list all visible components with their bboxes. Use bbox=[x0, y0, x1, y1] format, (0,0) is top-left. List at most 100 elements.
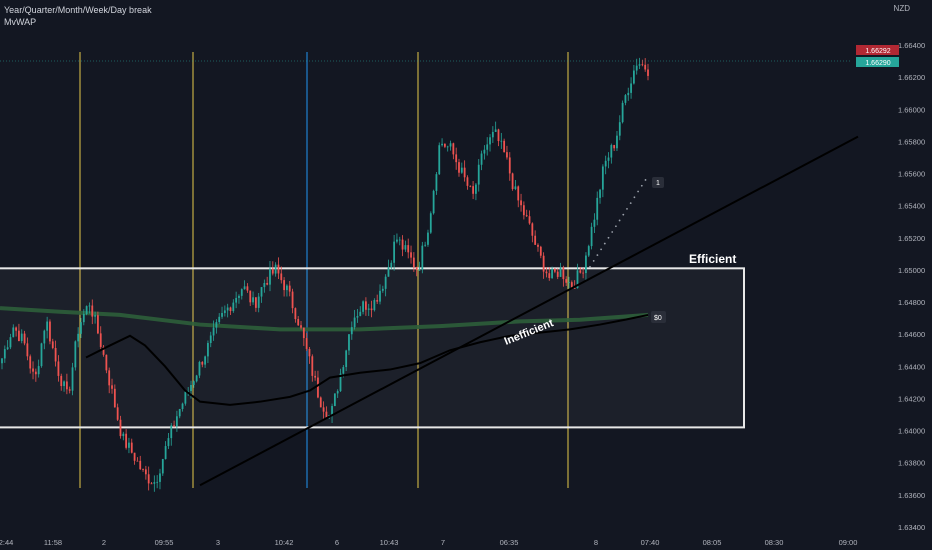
x-tick-label: 09:00 bbox=[839, 538, 858, 547]
candle-body bbox=[288, 285, 291, 292]
candle-body bbox=[108, 370, 111, 386]
candle-body bbox=[424, 244, 427, 246]
x-tick-label: 11:58 bbox=[44, 538, 62, 547]
candle-body bbox=[80, 322, 82, 334]
candle-body bbox=[198, 361, 201, 376]
candle-body bbox=[308, 348, 311, 357]
candle-body bbox=[139, 460, 142, 470]
candle-body bbox=[644, 64, 647, 70]
projection-dot bbox=[607, 236, 610, 239]
candle-body bbox=[260, 287, 263, 297]
candle-body bbox=[212, 327, 215, 336]
candle-body bbox=[345, 350, 348, 368]
candle-body bbox=[257, 296, 260, 308]
candle-body bbox=[616, 135, 618, 149]
candle-body bbox=[20, 333, 23, 342]
candle-body bbox=[43, 330, 46, 344]
candle-body bbox=[280, 273, 283, 281]
candle-body bbox=[627, 92, 630, 96]
candles bbox=[1, 57, 649, 492]
y-tick-label: 1.64000 bbox=[898, 427, 925, 436]
candle-body bbox=[579, 270, 582, 273]
candle-body bbox=[410, 252, 412, 258]
candle-body bbox=[418, 269, 421, 271]
candle-body bbox=[161, 459, 164, 474]
candle-body bbox=[635, 65, 638, 71]
legend-mvwap[interactable]: MvWAP bbox=[4, 17, 37, 27]
candle-body bbox=[164, 446, 167, 460]
candle-body bbox=[144, 469, 147, 475]
candle-body bbox=[317, 377, 319, 398]
candle-body bbox=[82, 314, 85, 323]
candle-body bbox=[207, 343, 209, 357]
candle-body bbox=[601, 166, 604, 190]
candle-body bbox=[370, 308, 373, 311]
currency-label: NZD bbox=[893, 4, 910, 13]
candle-body bbox=[390, 262, 393, 268]
candle-body bbox=[201, 361, 204, 365]
candle-body bbox=[119, 419, 122, 437]
candle-body bbox=[195, 375, 198, 382]
candle-body bbox=[29, 356, 32, 369]
candle-body bbox=[446, 146, 449, 148]
candle-body bbox=[65, 381, 68, 390]
candle-body bbox=[647, 69, 649, 76]
candle-body bbox=[618, 122, 621, 136]
legend-breaks[interactable]: Year/Quarter/Month/Week/Day break bbox=[4, 5, 152, 15]
time-axis: 2:44 11:58 2 09:55 3 10:42 6 10:43 7 06:35 8 07:40 0… bbox=[0, 538, 857, 547]
candle-body bbox=[150, 483, 153, 485]
candle-body bbox=[147, 474, 150, 484]
candle-body bbox=[350, 327, 353, 335]
candle-body bbox=[441, 143, 443, 146]
candle-body bbox=[559, 267, 562, 277]
y-tick-label: 1.65200 bbox=[898, 234, 925, 243]
tag-s0: $0 bbox=[651, 311, 666, 323]
candle-body bbox=[376, 300, 379, 302]
candle-body bbox=[322, 407, 325, 412]
x-tick-label: 2 bbox=[102, 538, 106, 547]
projection-dot bbox=[592, 260, 595, 262]
candle-body bbox=[9, 337, 12, 348]
candle-body bbox=[291, 291, 294, 309]
candle-body bbox=[286, 285, 288, 291]
candle-body bbox=[367, 308, 370, 310]
candle-body bbox=[582, 272, 585, 274]
candle-body bbox=[305, 338, 308, 349]
candle-body bbox=[477, 164, 480, 185]
candle-body bbox=[15, 327, 18, 331]
candle-body bbox=[506, 152, 508, 158]
candle-body bbox=[412, 257, 415, 268]
y-tick-label: 1.65600 bbox=[898, 170, 925, 179]
y-tick-label: 1.65800 bbox=[898, 137, 925, 146]
candle-body bbox=[331, 406, 333, 416]
candle-body bbox=[508, 157, 511, 174]
candle-body bbox=[379, 290, 381, 302]
candle-body bbox=[229, 307, 232, 312]
candle-body bbox=[252, 297, 254, 303]
candle-body bbox=[401, 239, 404, 250]
x-tick-label: 8 bbox=[594, 538, 598, 547]
candle-body bbox=[223, 310, 226, 314]
candle-body bbox=[393, 241, 396, 263]
candle-body bbox=[12, 327, 15, 338]
candle-body bbox=[472, 186, 475, 194]
tag-s0-text: $0 bbox=[654, 315, 662, 322]
candle-body bbox=[175, 416, 178, 427]
candle-body bbox=[221, 313, 223, 317]
y-tick-label: 1.63600 bbox=[898, 491, 925, 500]
candle-body bbox=[359, 311, 362, 317]
candle-body bbox=[3, 349, 6, 359]
candle-body bbox=[274, 264, 277, 274]
candle-body bbox=[460, 167, 463, 173]
candle-body bbox=[133, 452, 136, 461]
candle-body bbox=[240, 289, 243, 296]
candle-body bbox=[170, 425, 173, 439]
projection-dot bbox=[603, 242, 606, 245]
candle-body bbox=[554, 268, 556, 272]
candle-body bbox=[362, 301, 364, 312]
high-price-tag: 1.66292 bbox=[865, 48, 890, 55]
projection-dot bbox=[640, 184, 643, 187]
candle-body bbox=[314, 375, 317, 378]
candle-body bbox=[300, 325, 302, 328]
